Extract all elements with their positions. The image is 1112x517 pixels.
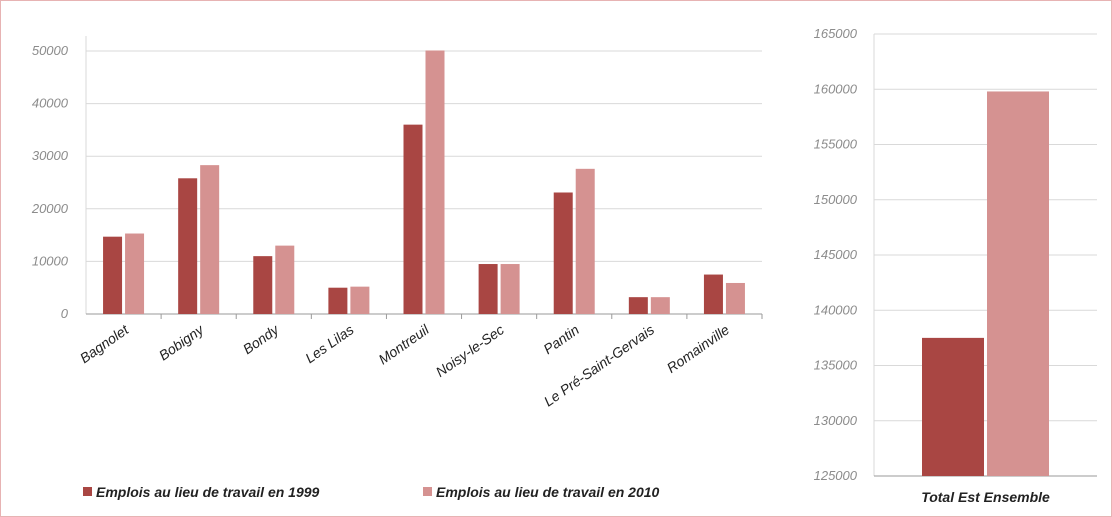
right-y-tick-label: 125000 [814, 468, 858, 483]
bar-1999 [478, 264, 498, 314]
bar-1999 [178, 178, 198, 314]
bar-2010 [275, 245, 295, 314]
legend-swatch-1999 [83, 487, 92, 496]
bar-2010 [350, 286, 370, 314]
x-category-label: Bobigny [156, 321, 207, 364]
bar-1999 [553, 192, 573, 314]
bar-1999 [103, 236, 123, 314]
legend-swatch-2010 [423, 487, 432, 496]
x-category-label: Noisy-le-Sec [433, 321, 507, 380]
total-bar-1999 [922, 337, 984, 476]
right-y-tick-label: 150000 [814, 192, 858, 207]
bar-1999 [703, 274, 723, 314]
right-y-tick-label: 165000 [814, 26, 858, 41]
right-y-tick-label: 140000 [814, 302, 858, 317]
bar-2010 [500, 264, 520, 314]
bar-2010 [575, 168, 595, 314]
right-chart-total: 125000 130000 135000 140000 145000 150000 1550… [814, 26, 1097, 505]
left-y-tick-label: 10000 [32, 253, 69, 268]
x-category-label: Bondy [240, 321, 283, 357]
x-category-label: Romainville [664, 321, 733, 376]
left-y-tick-label: 20000 [31, 201, 69, 216]
left-y-tick-label: 30000 [32, 148, 69, 163]
bar-1999 [403, 124, 423, 314]
left-y-tick-label: 0 [61, 306, 69, 321]
bar-1999 [628, 297, 648, 314]
left-y-tick-label: 40000 [32, 96, 69, 111]
bar-2010 [200, 165, 220, 314]
right-y-tick-label: 155000 [814, 137, 858, 152]
right-y-tick-label: 160000 [814, 81, 858, 96]
right-y-tick-label: 130000 [814, 413, 858, 428]
total-category-label: Total Est Ensemble [921, 489, 1050, 505]
x-category-label: Les Lilas [302, 321, 356, 366]
bar-2010 [650, 297, 670, 314]
bar-2010 [725, 282, 745, 314]
left-y-tick-label: 50000 [32, 43, 69, 58]
bar-1999 [253, 256, 273, 314]
legend-label-1999: Emplois au lieu de travail en 1999 [96, 484, 320, 500]
total-bar-2010 [987, 91, 1049, 477]
left-chart-municipalities: 0 10000 20000 30000 40000 50000 Bagnolet Bobign… [31, 36, 763, 409]
x-category-label: Pantin [540, 321, 582, 357]
right-y-tick-label: 145000 [814, 247, 858, 262]
right-y-tick-label: 135000 [814, 358, 858, 373]
bar-1999 [328, 287, 348, 314]
legend-label-2010: Emplois au lieu de travail en 2010 [436, 484, 660, 500]
x-category-label: Bagnolet [77, 321, 132, 366]
x-category-label: Montreuil [375, 321, 432, 368]
legend: Emplois au lieu de travail en 1999 Emplo… [83, 484, 660, 500]
bar-2010 [125, 233, 145, 314]
bar-2010 [425, 50, 445, 314]
